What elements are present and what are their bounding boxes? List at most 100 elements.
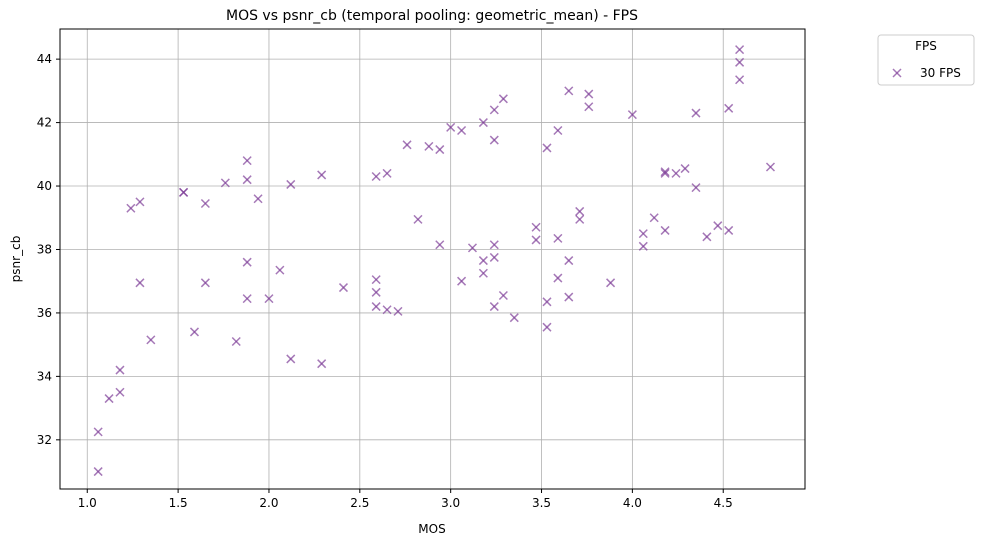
data-point	[489, 105, 499, 115]
x-tick-label: 1.5	[169, 496, 188, 510]
data-point	[584, 102, 594, 112]
data-point	[200, 198, 210, 209]
data-point	[393, 306, 403, 316]
data-point	[413, 214, 423, 224]
legend-title: FPS	[915, 39, 937, 53]
x-tick-label: 3.5	[532, 496, 551, 510]
data-point	[242, 175, 252, 185]
data-point	[93, 427, 103, 437]
data-point	[542, 322, 552, 332]
data-point	[713, 221, 723, 231]
data-point	[146, 335, 156, 345]
y-tick-label: 36	[37, 306, 52, 320]
data-point	[638, 241, 648, 251]
data-point	[671, 168, 681, 178]
data-point	[531, 222, 541, 232]
data-point	[467, 243, 478, 253]
data-point	[509, 313, 519, 323]
legend: FPS 30 FPS	[877, 34, 975, 86]
data-point	[498, 290, 508, 301]
grid-lines	[60, 29, 805, 489]
data-point	[649, 213, 659, 223]
data-point	[371, 275, 381, 285]
data-point	[627, 110, 637, 120]
data-point	[489, 252, 499, 262]
y-tick-label: 42	[37, 116, 52, 130]
x-tick-label: 3.0	[441, 496, 460, 510]
plot-area-frame	[59, 28, 806, 490]
data-point	[457, 125, 467, 136]
data-point	[402, 140, 412, 150]
legend-marker-icon	[892, 68, 902, 78]
data-point	[242, 257, 252, 267]
data-point	[264, 294, 274, 304]
data-point	[126, 203, 136, 213]
data-point	[286, 354, 296, 364]
data-point	[317, 170, 327, 180]
x-axis-label: MOS	[418, 522, 445, 536]
data-point	[135, 278, 145, 288]
data-point	[338, 283, 348, 293]
data-point	[489, 240, 499, 250]
data-point	[382, 168, 392, 178]
data-point	[371, 171, 381, 182]
data-point	[424, 141, 434, 151]
data-point	[660, 225, 670, 235]
data-point	[553, 273, 563, 283]
y-tick-label: 38	[37, 242, 52, 256]
x-tick-label: 2.5	[350, 496, 369, 510]
data-point	[498, 94, 508, 104]
data-point	[564, 292, 574, 302]
y-tick-label: 32	[37, 433, 52, 447]
data-point	[478, 268, 488, 278]
data-point	[606, 278, 616, 288]
data-point	[735, 57, 745, 67]
data-point	[317, 359, 327, 369]
data-point	[702, 232, 712, 242]
y-axis-ticks: 32 34 36 38 40 42 44	[37, 52, 60, 447]
data-point	[286, 179, 296, 189]
data-point	[135, 197, 145, 207]
data-point	[542, 297, 552, 307]
data-point	[115, 387, 125, 397]
legend-entry-label: 30 FPS	[920, 66, 961, 80]
data-point	[735, 45, 745, 55]
x-tick-label: 1.0	[78, 496, 97, 510]
data-point	[220, 178, 230, 188]
data-point	[542, 143, 552, 153]
x-tick-label: 4.0	[623, 496, 642, 510]
data-point	[179, 187, 189, 197]
data-point	[382, 305, 392, 315]
data-point	[724, 225, 734, 235]
y-tick-label: 34	[37, 369, 52, 383]
x-tick-label: 2.0	[259, 496, 278, 510]
data-point	[371, 302, 381, 312]
data-point	[584, 89, 594, 99]
y-tick-label: 44	[37, 52, 52, 66]
legend-box	[877, 34, 975, 86]
data-point	[457, 276, 467, 286]
data-point	[660, 167, 670, 177]
data-point	[553, 233, 563, 243]
data-point	[242, 294, 252, 304]
data-point	[660, 168, 670, 178]
x-tick-label: 4.5	[714, 496, 733, 510]
data-point	[489, 135, 499, 145]
data-point	[104, 394, 114, 404]
data-point	[680, 164, 690, 174]
data-point	[765, 162, 776, 172]
y-axis-label: psnr_cb	[9, 236, 23, 283]
data-point	[735, 75, 745, 85]
data-point	[575, 214, 585, 224]
y-tick-label: 40	[37, 179, 52, 193]
data-point	[724, 103, 734, 113]
data-point	[446, 122, 456, 132]
data-point	[478, 118, 488, 128]
data-point	[242, 156, 252, 166]
data-point	[564, 86, 574, 96]
data-point	[638, 229, 648, 239]
data-point	[478, 256, 488, 266]
data-point	[200, 278, 210, 288]
x-axis-ticks: 1.0 1.5 2.0 2.5 3.0 3.5 4.0 4.5	[78, 489, 733, 510]
